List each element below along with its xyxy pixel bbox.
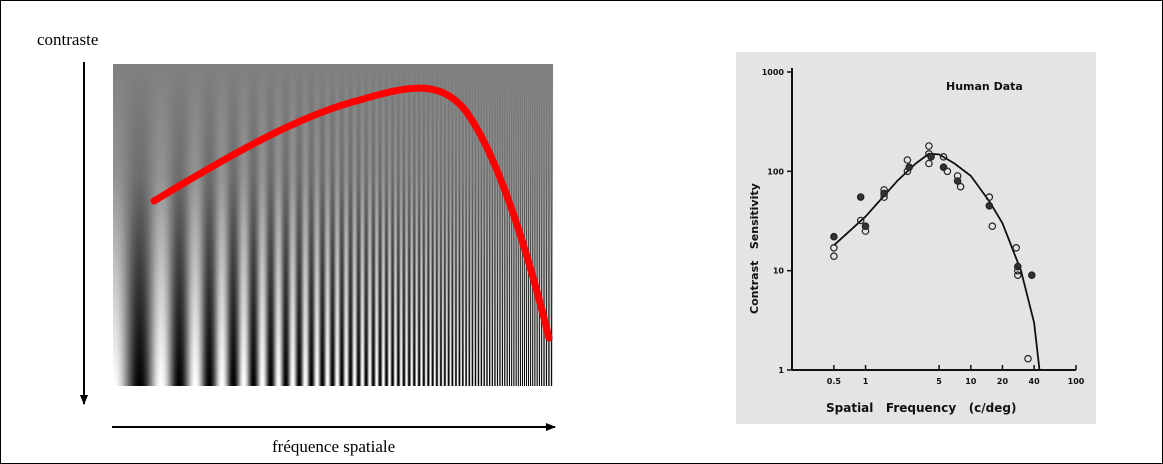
fit-curve [833,152,1041,371]
data-point [830,252,838,261]
x-tick-label: 0.5 [827,377,842,386]
data-point [1024,354,1032,363]
contrast-grating-illustration [80,62,556,431]
data-point [1012,244,1021,252]
frequency-axis-label: fréquence spatiale [272,437,396,456]
csf-chart-panel: 1 10 100 1000 0.5 1 5 10 20 40 100 Human Data Con… [736,52,1096,424]
data-point [988,222,997,231]
data-point [856,193,865,201]
y-ticks: 1 10 100 1000 [762,68,792,375]
data-point [985,202,994,210]
data-point [925,142,933,150]
x-tick-label: 100 [1068,377,1085,386]
data-point [925,159,933,168]
contrast-axis-label: contraste [37,30,99,49]
data-point [905,163,914,172]
x-tick-label: 40 [1029,377,1041,386]
data-point [985,193,994,201]
data-point [953,177,962,185]
data-point [1013,271,1022,280]
data-point [939,153,948,161]
x-tick-label: 20 [997,377,1009,386]
data-point [830,244,838,252]
sensitivity-curve [150,84,553,342]
data-point [939,163,948,172]
data-point [943,167,952,176]
data-point [903,156,912,164]
y-tick-label: 100 [767,167,784,176]
data-point [1027,271,1036,280]
x-axis-title: Spatial Frequency (c/deg) [826,401,1016,415]
data-point [830,232,838,241]
csf-chart: 1 10 100 1000 0.5 1 5 10 20 40 100 Human Data Con… [748,68,1085,415]
chart-axes [791,68,1076,371]
data-point [956,182,965,191]
data-point [927,153,935,161]
x-tick-label: 10 [965,377,977,386]
y-axis-title: Contrast Sensitivity [748,183,761,314]
x-tick-label: 1 [863,377,869,386]
grating-fade-overlay [113,64,553,386]
data-point [1013,266,1022,275]
x-tick-label: 5 [936,377,942,386]
data-point [880,189,888,198]
y-tick-label: 10 [773,267,785,276]
y-tick-label: 1 [778,366,784,375]
chart-title: Human Data [946,80,1023,93]
x-ticks: 0.5 1 5 10 20 40 100 [827,365,1085,386]
data-point [856,216,865,225]
y-tick-label: 1000 [762,68,785,77]
data-points [830,142,1036,363]
data-point [861,222,870,231]
